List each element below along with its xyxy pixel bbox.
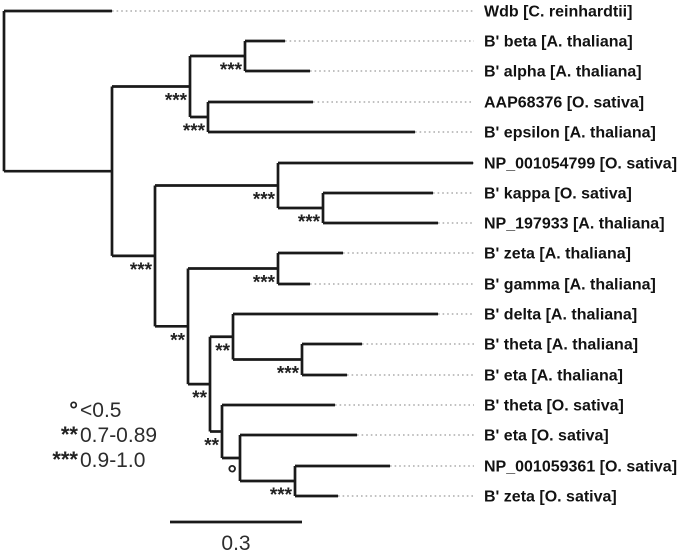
support-legend: °<0.5 **0.7-0.89 ***0.9-1.0 [40,397,210,472]
taxon-label: NP_001054799 [O. sativa] [484,156,677,173]
support-stars-mark: *** [253,273,276,294]
support-circle-mark: ° [227,461,237,488]
support-range-label: 0.9-1.0 [80,449,146,472]
taxon-label: B' gamma [A. thaliana] [484,277,656,294]
scale-bar-label: 0.3 [221,532,250,553]
taxon-label: B' epsilon [A. thaliana] [484,125,656,142]
support-symbol-circle: ° [69,397,78,422]
taxon-label: NP_001059361 [O. sativa] [484,459,677,476]
support-stars-mark: *** [277,364,300,385]
support-stars-mark: *** [130,260,153,281]
taxon-label: B' beta [A. thaliana] [484,34,633,51]
support-stars-mark: *** [220,60,243,81]
taxon-label: B' zeta [O. sativa] [484,489,617,506]
support-stars-mark: *** [270,485,293,506]
taxon-label: B' zeta [A. thaliana] [484,246,631,263]
support-range-label: <0.5 [80,399,122,422]
support-stars-mark: *** [165,91,188,112]
support-stars-mark: ** [170,330,185,351]
taxon-label: B' delta [A. thaliana] [484,307,637,324]
support-stars-mark: ** [215,341,230,362]
taxon-label: B' eta [A. thaliana] [484,368,623,385]
support-stars-mark: *** [298,212,321,233]
legend-item: ***0.9-1.0 [40,447,210,472]
taxon-label: AAP68376 [O. sativa] [484,95,644,112]
taxon-label: B' theta [O. sativa] [484,398,624,415]
support-symbol-three-stars: *** [52,447,78,472]
support-range-label: 0.7-0.89 [80,424,158,447]
taxon-label: B' alpha [A. thaliana] [484,64,642,81]
legend-item: °<0.5 [40,397,210,422]
support-stars-mark: *** [183,121,206,142]
taxon-label: B' theta [A. thaliana] [484,337,638,354]
legend-item: **0.7-0.89 [40,422,210,447]
support-stars-mark: ** [204,436,219,457]
taxon-label: Wdb [C. reinhardtii] [484,4,632,21]
support-stars-mark: *** [253,190,276,211]
support-symbol-two-stars: ** [60,422,78,447]
taxon-label: B' kappa [O. sativa] [484,186,632,203]
taxon-label: NP_197933 [A. thaliana] [484,216,665,233]
support-stars-mark: ** [192,388,207,409]
taxon-label: B' eta [O. sativa] [484,428,609,445]
